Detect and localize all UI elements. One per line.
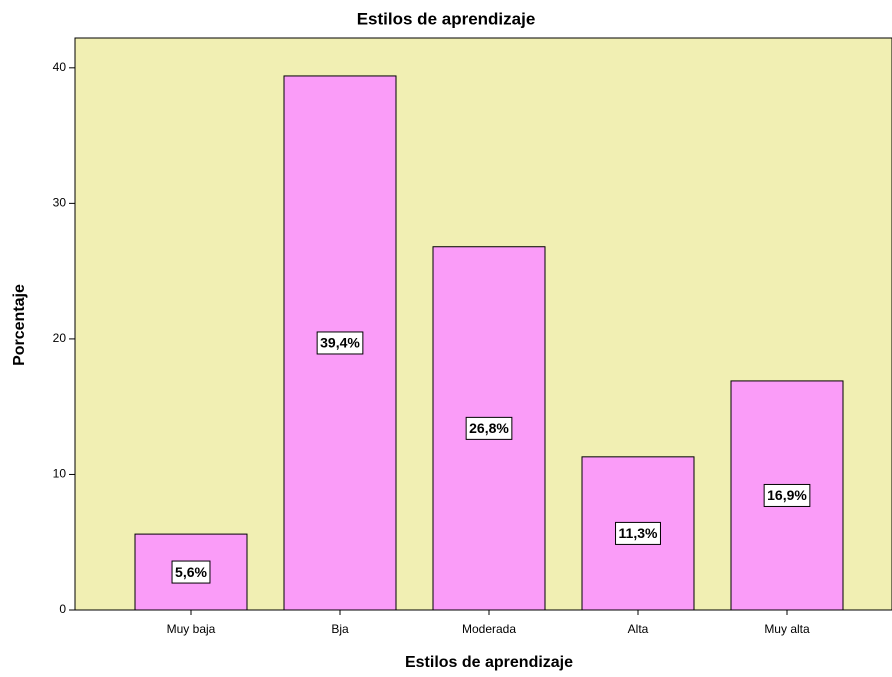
value-label-box xyxy=(615,521,661,545)
y-tick-label: 10 xyxy=(53,467,67,481)
value-label-box xyxy=(171,560,211,584)
x-tick-label: Alta xyxy=(628,622,649,636)
y-tick-label: 40 xyxy=(53,60,67,74)
value-label: 5,6% xyxy=(175,564,207,580)
x-tick-label: Bja xyxy=(331,622,349,636)
x-tick-label: Muy alta xyxy=(764,622,810,636)
value-label: 16,9% xyxy=(767,487,807,503)
value-label: 11,3% xyxy=(619,525,658,541)
y-tick-label: 20 xyxy=(53,331,67,345)
value-label: 26,8% xyxy=(469,420,509,436)
y-axis-title: Porcentaje xyxy=(11,284,28,366)
value-label-box xyxy=(316,331,364,355)
x-tick-label: Moderada xyxy=(462,622,516,636)
y-tick-label: 30 xyxy=(53,196,67,210)
value-label-box xyxy=(763,483,811,507)
x-tick-label: Muy baja xyxy=(167,622,216,636)
y-tick-label: 0 xyxy=(59,602,66,616)
x-axis-title: Estilos de aprendizaje xyxy=(405,654,573,671)
value-label-box xyxy=(465,416,513,440)
chart-title: Estilos de aprendizaje xyxy=(357,9,536,28)
value-label: 39,4% xyxy=(320,335,360,351)
